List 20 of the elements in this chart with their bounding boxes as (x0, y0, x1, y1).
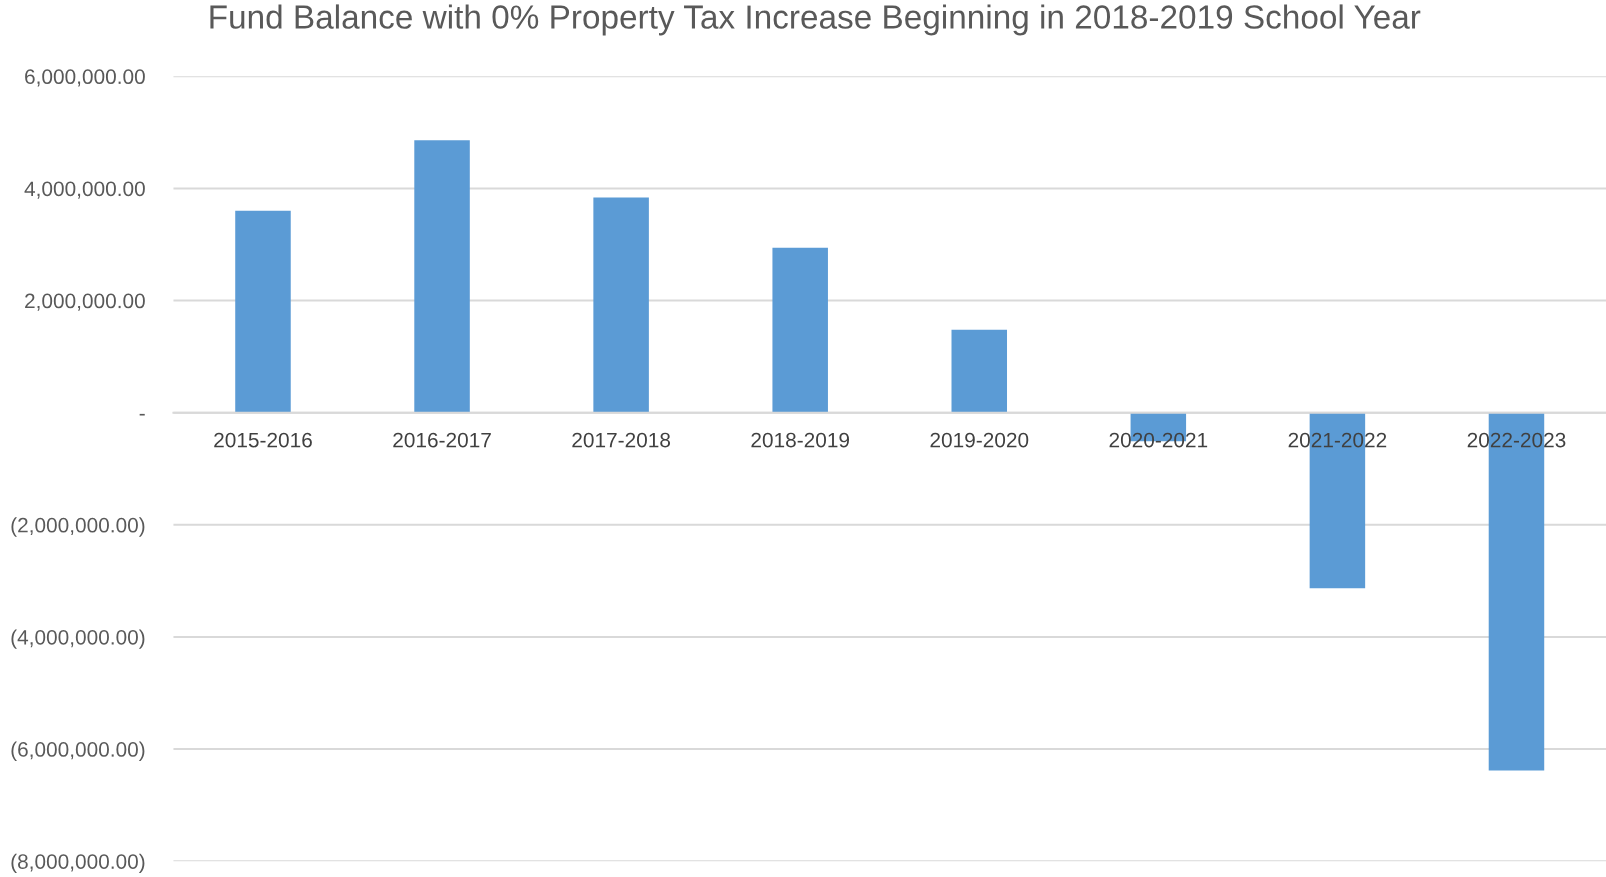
bar (235, 210, 291, 413)
x-tick-label: 2019-2020 (930, 432, 1029, 448)
bar (772, 247, 828, 413)
y-tick-label: - (139, 413, 145, 416)
bar (414, 140, 470, 413)
y-tick-label: (6,000,000.00) (11, 741, 145, 761)
bar (593, 197, 649, 413)
chart-title: Fund Balance with 0% Property Tax Increase Beginning in 2018-2019 School Year (210, 4, 1421, 36)
y-tick-label: 4,000,000.00 (24, 181, 145, 199)
y-tick-label: (4,000,000.00) (11, 629, 145, 649)
y-tick-label: (8,000,000.00) (11, 853, 145, 874)
bar (951, 329, 1008, 413)
x-tick-label: 2020-2021 (1109, 432, 1208, 448)
y-tick-label: 6,000,000.00 (25, 69, 145, 87)
y-tick-label: (2,000,000.00) (11, 517, 145, 537)
x-tick-label: 2016-2017 (393, 432, 491, 448)
x-tick-label: 2015-2016 (214, 432, 312, 448)
x-tick-label: 2018-2019 (751, 432, 850, 448)
y-tick-label: 2,000,000.00 (25, 293, 145, 311)
x-tick-label: 2017-2018 (572, 432, 671, 448)
